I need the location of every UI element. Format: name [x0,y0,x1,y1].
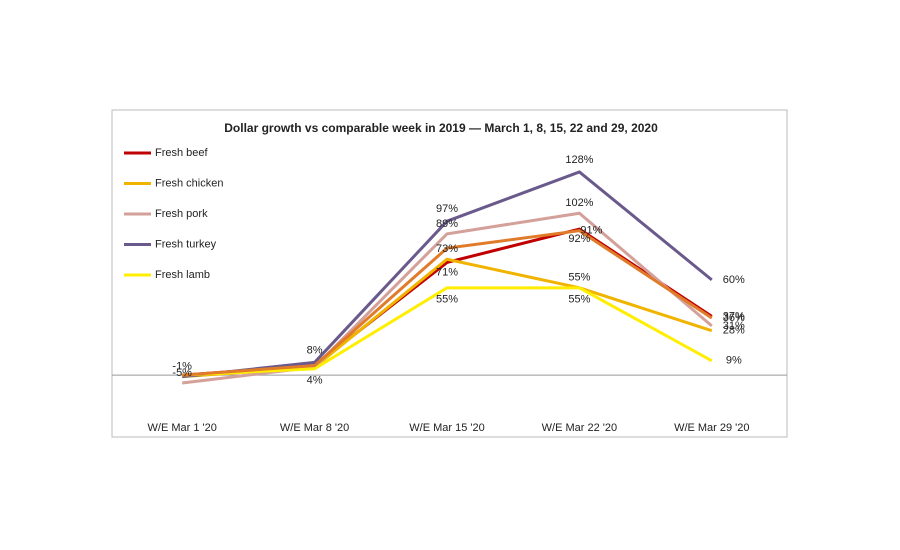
data-label: 128% [565,154,593,166]
data-label: 97% [436,203,458,215]
legend-label: Fresh pork [155,208,208,220]
data-label: 73% [436,243,458,255]
data-label: 92% [568,233,590,245]
legend-label: Fresh chicken [155,177,223,189]
chart-title: Dollar growth vs comparable week in 2019… [224,121,658,135]
x-tick-label: W/E Mar 22 '20 [542,422,617,434]
data-label: 91% [580,225,602,237]
data-label: 89% [436,218,458,230]
x-tick-label: W/E Mar 29 '20 [674,422,749,434]
data-label: 9% [726,355,742,367]
series-line [182,229,713,377]
data-label: 55% [568,272,590,284]
data-label: 102% [565,197,593,209]
data-label: -5% [172,367,192,379]
x-tick-label: W/E Mar 15 '20 [409,422,484,434]
data-label: 36% [723,312,745,324]
x-tick-label: W/E Mar 8 '20 [280,422,349,434]
series-line [182,211,713,385]
data-label: 8% [307,344,323,356]
data-label: 55% [436,294,458,306]
data-label: 60% [723,274,745,286]
legend-label: Fresh turkey [155,238,217,250]
data-label: 31% [723,320,745,332]
data-label: -1% [172,361,192,373]
chart-frame [111,109,788,438]
legend-label: Fresh lamb [155,269,210,281]
data-label: 4% [307,375,323,387]
legend-label: Fresh beef [155,147,209,159]
data-label: 71% [436,266,458,278]
data-label: 37% [723,310,745,322]
data-label: 55% [568,294,590,306]
series-line [182,286,713,377]
data-label: 28% [723,325,745,337]
series-line [182,170,713,379]
x-tick-label: W/E Mar 1 '20 [148,422,217,434]
